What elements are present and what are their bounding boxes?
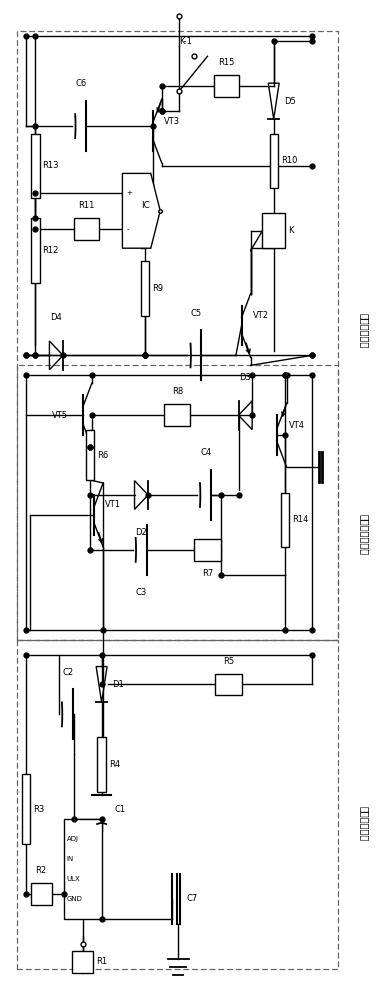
Text: R3: R3 <box>33 805 45 814</box>
Text: R15: R15 <box>218 58 235 67</box>
Text: D2: D2 <box>136 528 147 537</box>
Text: R12: R12 <box>43 246 59 255</box>
Bar <box>31 883 51 905</box>
Bar <box>194 539 221 561</box>
Bar <box>22 774 30 844</box>
Text: GND: GND <box>67 896 83 902</box>
Text: D5: D5 <box>284 97 296 106</box>
Text: R14: R14 <box>292 515 309 524</box>
Bar <box>64 819 102 919</box>
Text: C5: C5 <box>190 309 202 318</box>
Text: VT4: VT4 <box>289 421 305 430</box>
Text: ADJ: ADJ <box>67 836 79 842</box>
Bar <box>215 674 242 695</box>
Text: VT5: VT5 <box>51 411 67 420</box>
Bar <box>31 134 40 198</box>
Text: R4: R4 <box>109 760 120 769</box>
Text: D3: D3 <box>239 373 251 382</box>
Bar <box>141 261 149 316</box>
Text: 触发开关电路: 触发开关电路 <box>360 313 370 348</box>
Text: C4: C4 <box>200 448 211 457</box>
Bar <box>263 213 285 248</box>
Bar <box>214 75 239 97</box>
Text: C6: C6 <box>75 79 86 88</box>
Text: 集成滤波电路: 集成滤波电路 <box>360 806 370 842</box>
Bar <box>74 218 99 240</box>
Text: 晶闸管耦合电路: 晶闸管耦合电路 <box>360 514 370 555</box>
Bar <box>281 493 289 547</box>
Bar <box>31 218 40 283</box>
Text: D4: D4 <box>50 313 62 322</box>
Text: -: - <box>126 226 129 232</box>
Text: R10: R10 <box>281 156 297 165</box>
Text: R11: R11 <box>78 201 94 210</box>
Text: R5: R5 <box>223 657 234 666</box>
Text: R7: R7 <box>202 569 213 578</box>
Bar <box>98 737 106 792</box>
Text: R9: R9 <box>152 284 163 293</box>
Bar <box>164 404 190 426</box>
Text: R1: R1 <box>96 957 107 966</box>
Text: VT3: VT3 <box>164 117 180 126</box>
Bar <box>72 951 93 973</box>
Text: C3: C3 <box>136 588 147 597</box>
Text: R6: R6 <box>98 451 109 460</box>
Text: D1: D1 <box>112 680 124 689</box>
Text: VT1: VT1 <box>106 500 122 509</box>
Text: +: + <box>126 190 132 196</box>
Text: R2: R2 <box>35 866 46 875</box>
Text: C1: C1 <box>115 805 126 814</box>
Text: ULX: ULX <box>67 876 80 882</box>
Text: R8: R8 <box>171 387 183 396</box>
Text: IC: IC <box>141 201 150 210</box>
Polygon shape <box>122 173 160 248</box>
Text: VT2: VT2 <box>253 311 269 320</box>
Text: K-1: K-1 <box>179 37 192 46</box>
Text: IN: IN <box>67 856 74 862</box>
Bar <box>269 134 278 188</box>
Text: C7: C7 <box>187 894 198 903</box>
Bar <box>86 430 94 480</box>
Text: C2: C2 <box>62 668 73 677</box>
Text: R13: R13 <box>43 161 59 170</box>
Text: K: K <box>288 226 294 235</box>
